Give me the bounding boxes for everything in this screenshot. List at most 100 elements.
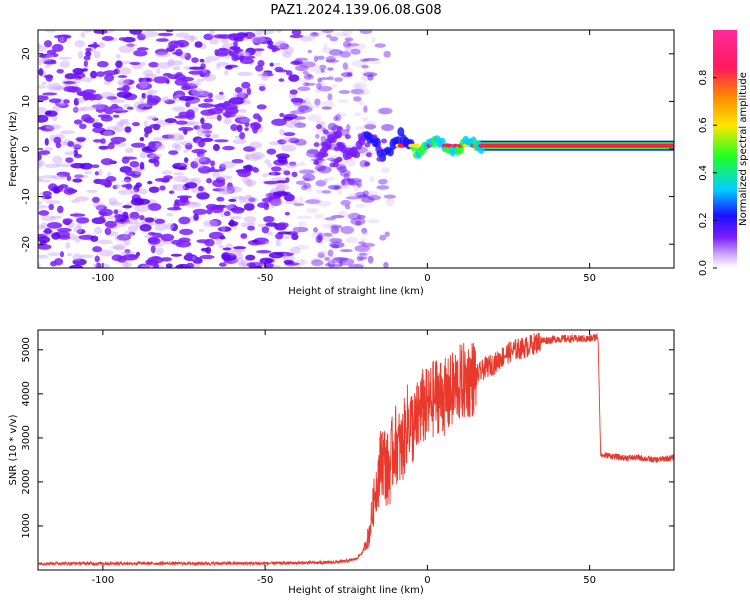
spectrogram-speckle xyxy=(42,190,52,197)
spectrogram-speckle xyxy=(126,43,135,47)
spectrogram-speckle xyxy=(175,48,183,57)
spectrogram-speckle xyxy=(275,184,290,191)
spectrogram-speckle xyxy=(41,175,57,179)
spectrogram-speckle xyxy=(40,124,55,132)
spectrogram-speckle xyxy=(188,81,201,87)
spectrogram-speckle xyxy=(175,72,183,77)
spectrogram-speckle xyxy=(316,82,322,90)
spectrogram-speckle xyxy=(271,118,287,127)
snr-ytick-label: 1000 xyxy=(21,513,32,538)
spectrogram-speckle xyxy=(44,30,57,33)
spectrogram-speckle xyxy=(205,116,220,120)
spectrogram-speckle xyxy=(323,254,336,263)
spectrogram-speckle xyxy=(222,145,235,151)
spectrogram-speckle xyxy=(162,72,172,77)
spectrogram-speckle xyxy=(38,114,49,123)
spectrogram-speckle xyxy=(257,60,265,67)
spectrogram-speckle xyxy=(73,225,83,234)
spectrogram-speckle xyxy=(156,38,169,42)
spectrogram-speckle xyxy=(298,64,306,72)
spectrogram-speckle xyxy=(363,191,379,196)
spectrogram-speckle xyxy=(192,256,197,261)
spectrogram-speckle xyxy=(240,118,252,123)
colorbar: 0.0 0.2 0.4 0.6 0.8 Normalized spectral ampl… xyxy=(698,30,749,276)
spectrogram-speckle xyxy=(175,240,192,248)
spectrogram-speckle xyxy=(312,32,317,36)
spectrogram-speckle xyxy=(54,34,70,39)
spectrogram-speckle xyxy=(40,222,48,229)
spectrogram-speckle xyxy=(291,30,302,36)
snr-xtick-label: -50 xyxy=(257,575,273,586)
spectrogram-speckle xyxy=(161,170,173,175)
spectrogram-speckle xyxy=(288,74,300,82)
spectrogram-speckle xyxy=(247,221,255,228)
spectrogram-speckle xyxy=(330,226,340,234)
spectrogram-speckle xyxy=(81,114,92,123)
spectrogram-speckle xyxy=(99,178,109,186)
snr-axes: -100 -50 0 50 1000 2000 3000 4000 5000 xyxy=(21,330,674,586)
spectrogram-speckle xyxy=(38,95,49,101)
spectrogram-speckle xyxy=(224,65,233,70)
spectrogram-speckle xyxy=(100,138,106,144)
spectrogram-speckle xyxy=(327,260,336,268)
spectrogram-speckle xyxy=(51,43,64,52)
spectrogram-speckle xyxy=(351,183,364,189)
spectrogram-speckle xyxy=(165,263,173,268)
spectrogram-speckle xyxy=(113,209,119,215)
spectrogram-speckle xyxy=(303,182,312,189)
spectrogram-speckle xyxy=(193,213,199,221)
spectrogram-speckle xyxy=(106,126,119,131)
spectrogram-speckle xyxy=(152,117,159,121)
spectrogram-speckle xyxy=(178,216,191,225)
spectrogram-speckle xyxy=(103,106,115,115)
spectrogram-speckle xyxy=(221,190,233,194)
spectrogram-speckle xyxy=(44,147,53,151)
spectrogram-speckle xyxy=(178,134,185,141)
spectrogram-speckle xyxy=(179,141,194,146)
spectrogram-speckle xyxy=(350,48,361,55)
spectrogram-speckle xyxy=(92,104,108,109)
spectrogram-speckle xyxy=(148,61,159,68)
spectrogram-speckle xyxy=(267,40,274,46)
spectrogram-speckle xyxy=(354,245,370,252)
spectrogram-speckle xyxy=(191,148,207,154)
spectrogram-speckle xyxy=(226,182,233,191)
spectrogram-speckle xyxy=(315,120,321,125)
colorbar-tick-label: 0.8 xyxy=(698,70,709,86)
spectrogram-speckle xyxy=(322,223,338,230)
spectrogram-speckle xyxy=(203,219,219,228)
spectrogram-speckle xyxy=(201,122,213,130)
spectrogram-speckle xyxy=(185,252,193,257)
spectrogram-speckle xyxy=(356,255,364,262)
spectrogram-speckle xyxy=(319,30,325,35)
spectrogram-speckle xyxy=(77,51,84,59)
spectrogram-speckle xyxy=(282,255,295,262)
spectrogram-speckle xyxy=(310,258,321,264)
spectrogram-speckle xyxy=(43,61,57,65)
spectrogram-speckle xyxy=(90,70,98,79)
spectrogram-speckle xyxy=(214,139,229,143)
spectrogram-speckle xyxy=(71,199,80,204)
spectrogram-speckle xyxy=(300,137,305,143)
spectrogram-speckle xyxy=(122,211,129,220)
spectrogram-speckle xyxy=(271,171,276,176)
spectrogram-speckle xyxy=(56,171,71,177)
spectrogram-speckle xyxy=(317,166,332,174)
spectrogram-speckle xyxy=(228,198,237,202)
spectrogram-speckle xyxy=(139,61,146,67)
spectrogram-speckle xyxy=(297,215,313,220)
spectrogram-speckle xyxy=(343,172,350,181)
spectrogram-speckle xyxy=(327,76,334,81)
spectrogram-speckle xyxy=(123,230,134,238)
spectrogram-speckle xyxy=(51,232,61,240)
spectrogram-speckle xyxy=(206,178,213,184)
spectrogram-speckle xyxy=(354,84,362,90)
spectrogram-speckle xyxy=(172,93,177,100)
spectrogram-speckle xyxy=(239,131,246,140)
spectrogram-speckle xyxy=(345,33,352,41)
spectrogram-speckle xyxy=(319,240,325,244)
spectrogram-speckle xyxy=(91,47,97,53)
spectrogram-speckle xyxy=(174,199,190,206)
spectrogram-speckle xyxy=(99,129,116,136)
spectrogram-speckle xyxy=(374,43,386,48)
